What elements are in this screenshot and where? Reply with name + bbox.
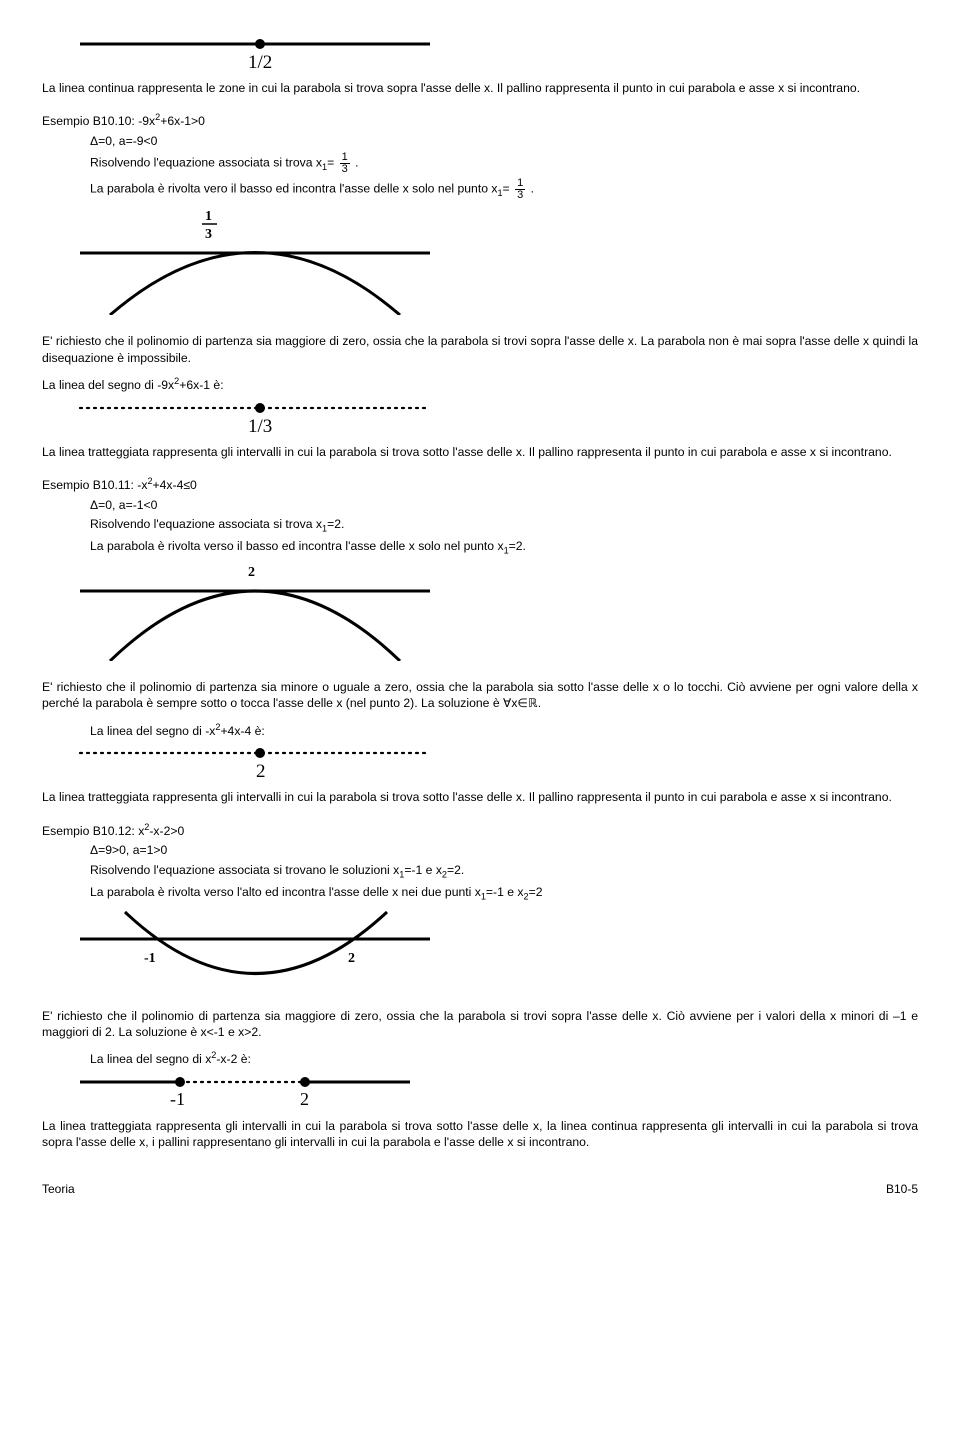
paragraph: La linea del segno di -x2+4x-4 è: <box>90 721 918 740</box>
sign-line-fig3: 1/3 <box>70 398 440 438</box>
fig2-frac-den: 3 <box>205 227 212 242</box>
fig7-label-right: 2 <box>300 1089 309 1109</box>
footer-left: Teoria <box>42 1181 75 1197</box>
parabola-fig6: -1 2 <box>70 907 440 1002</box>
paragraph: E' richiesto che il polinomio di partenz… <box>42 333 918 366</box>
parabola-fig2: 1 3 <box>70 205 440 315</box>
fig4-label: 2 <box>248 565 255 580</box>
paragraph: La linea del segno di -9x2+6x-1 è: <box>42 375 918 394</box>
parabola-fig4: 2 <box>70 561 440 661</box>
fig3-label: 1/3 <box>248 416 272 437</box>
text: Risolvendo l'equazione associata si trov… <box>90 862 918 881</box>
example-12-title: Esempio B10.12: x2-x-2>0 <box>42 821 918 840</box>
paragraph: E' richiesto che il polinomio di partenz… <box>42 1008 918 1041</box>
text: La parabola è rivolta vero il basso ed i… <box>90 178 918 201</box>
paragraph: La linea tratteggiata rappresenta gli in… <box>42 789 918 805</box>
sign-line-fig7: -1 2 <box>70 1072 430 1112</box>
example-11-title: Esempio B10.11: -x2+4x-4≤0 <box>42 475 918 494</box>
text: Δ=0, a=-9<0 <box>90 133 918 149</box>
paragraph: La linea continua rappresenta le zone in… <box>42 80 918 96</box>
text: La parabola è rivolta verso l'alto ed in… <box>90 884 918 903</box>
fig5-label: 2 <box>256 761 266 782</box>
text: La parabola è rivolta verso il basso ed … <box>90 538 918 557</box>
fig6-label-left: -1 <box>144 951 156 966</box>
fig7-label-left: -1 <box>170 1089 185 1109</box>
text: Δ=0, a=-1<0 <box>90 497 918 513</box>
paragraph: La linea del segno di x2-x-2 è: <box>90 1049 918 1068</box>
fig2-frac-num: 1 <box>205 209 212 224</box>
text: Risolvendo l'equazione associata si trov… <box>90 152 918 175</box>
fig1-label: 1/2 <box>248 52 272 73</box>
fig6-label-right: 2 <box>348 951 355 966</box>
sign-line-fig5: 2 <box>70 743 440 783</box>
paragraph: E' richiesto che il polinomio di partenz… <box>42 679 918 712</box>
example-10-title: Esempio B10.10: -9x2+6x-1>0 <box>42 111 918 130</box>
paragraph: La linea tratteggiata rappresenta gli in… <box>42 1118 918 1151</box>
footer-right: B10-5 <box>886 1181 918 1197</box>
text: Δ=9>0, a=1>0 <box>90 842 918 858</box>
sign-line-fig1: 1/2 <box>70 34 440 74</box>
paragraph: La linea tratteggiata rappresenta gli in… <box>42 444 918 460</box>
text: Risolvendo l'equazione associata si trov… <box>90 516 918 535</box>
